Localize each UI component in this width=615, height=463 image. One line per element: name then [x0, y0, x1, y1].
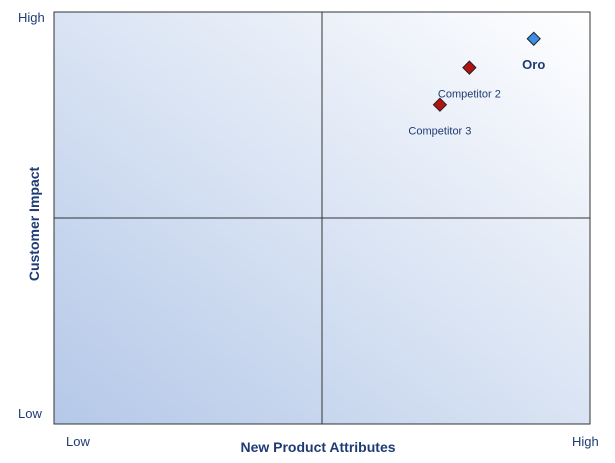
point-label-oro: Oro	[522, 57, 545, 72]
point-marker-oro	[526, 31, 541, 46]
point-label-competitor-3: Competitor 3	[408, 126, 471, 138]
x-tick-label-high: High	[572, 434, 599, 449]
y-tick-label-high: High	[18, 10, 45, 25]
x-axis-title: New Product Attributes	[240, 439, 395, 455]
y-axis-title: Customer Impact	[26, 166, 42, 281]
point-marker-competitor-3	[432, 97, 448, 112]
data-points: Oro Competitor 2 Competitor 3	[408, 31, 545, 138]
point-label-competitor-2: Competitor 2	[438, 89, 501, 101]
y-tick-label-low: Low	[18, 406, 42, 421]
x-tick-label-low: Low	[66, 434, 90, 449]
point-marker-competitor-2	[462, 60, 477, 75]
